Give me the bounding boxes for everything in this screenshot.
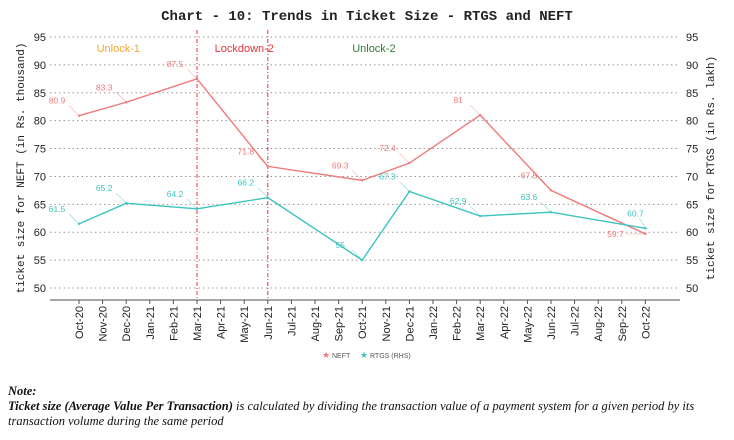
left-tick-label: 55 [34,255,46,267]
left-tick-label: 70 [34,171,46,183]
label-leader [639,218,646,229]
phase-annotation: Unlock-1 [97,43,140,55]
label-leader [399,152,410,164]
data-label: 87.5 [167,59,184,69]
label-leader [469,205,481,217]
legend-marker-icon: ★ [322,350,330,360]
x-tick-label: Dec-21 [404,306,416,341]
data-label: 55 [335,240,345,250]
left-axis-title: ticket size for NEFT (in Rs. thousand) [16,43,28,294]
x-tick-label: Mar-22 [475,306,487,341]
x-tick-label: Jul-22 [570,306,582,336]
note-text: is calculated by dividing the transactio… [8,399,695,428]
label-leader [540,201,552,213]
left-tick-label: 90 [34,60,46,72]
left-tick-label: 75 [34,144,46,156]
x-tick-label: Oct-22 [640,306,652,339]
right-tick-label: 95 [686,32,698,44]
label-leader [68,213,80,225]
data-label: 67.3 [379,172,396,182]
left-tick-label: 85 [34,88,46,100]
right-tick-label: 55 [686,255,698,267]
x-tick-label: Mar-21 [192,306,204,341]
right-tick-label: 85 [686,88,698,100]
legend-label: RTGS (RHS) [370,353,411,360]
chart-title: Chart - 10: Trends in Ticket Size - RTGS… [161,9,573,25]
label-leader [115,193,127,204]
legend-label: NEFT [332,353,351,360]
series-line-neft [78,78,646,235]
data-label: 60.7 [627,208,644,218]
label-leader [257,156,269,167]
ticket-size-chart: Chart - 10: Trends in Ticket Size - RTGS… [16,9,718,360]
x-tick-label: Aug-21 [310,306,322,341]
x-tick-label: May-21 [239,306,251,343]
note: Note: Ticket size (Average Value Per Tra… [8,384,732,429]
x-tick-label: Sep-22 [617,306,629,341]
right-tick-label: 50 [686,283,698,295]
phase-annotation: Lockdown-2 [215,43,274,55]
left-tick-label: 80 [34,116,46,128]
left-tick-label: 95 [34,32,46,44]
label-leader [186,198,198,210]
x-tick-label: Oct-20 [74,306,86,339]
label-leader [68,105,80,116]
series-line-rtgs [78,190,646,262]
label-leader [257,187,269,198]
data-label: 66.2 [238,178,255,188]
right-tick-label: 80 [686,116,698,128]
x-tick-label: Jun-22 [546,306,558,340]
x-tick-label: Dec-20 [121,306,133,341]
data-label: 71.8 [238,146,255,156]
data-label: 64.2 [167,189,184,199]
data-label: 81 [453,95,463,105]
data-label: 63.6 [521,192,538,202]
left-tick-label: 50 [34,283,46,295]
x-tick-label: Feb-22 [452,306,464,341]
label-leader [186,68,198,80]
label-leader [115,92,127,103]
data-label: 65.2 [96,183,113,193]
label-leader [469,104,481,116]
data-label: 67.5 [521,170,538,180]
data-label: 80.9 [49,96,66,106]
x-tick-label: May-22 [522,306,534,343]
x-tick-label: Oct-21 [357,306,369,339]
x-tick-label: Aug-22 [593,306,605,341]
x-tick-label: Nov-21 [381,306,393,341]
x-tick-label: Apr-21 [216,306,228,339]
data-label: 69.3 [332,160,349,170]
x-tick-label: Jul-21 [286,306,298,336]
left-tick-label: 60 [34,227,46,239]
note-bold-text: Ticket size (Average Value Per Transacti… [8,399,233,413]
data-label: 61.5 [49,204,66,214]
phase-annotation: Unlock-2 [352,43,395,55]
label-leader [351,249,363,261]
data-label: 83.3 [96,82,113,92]
data-label: 72.4 [379,143,396,153]
right-axis-title: ticket size for RTGS (in Rs. lakh) [706,56,718,280]
x-tick-label: Sep-21 [334,306,346,341]
data-label: 59.7 [607,229,624,239]
x-tick-label: Jun-21 [263,306,275,340]
x-tick-label: Jan-22 [428,306,440,340]
right-tick-label: 90 [686,60,698,72]
legend: ★ NEFT ★ RTGS (RHS) [322,350,411,360]
right-tick-label: 70 [686,171,698,183]
right-tick-label: 65 [686,199,698,211]
note-heading: Note: [8,384,37,398]
label-leader [351,170,363,181]
x-tick-label: Nov-20 [98,306,110,341]
left-tick-label: 65 [34,199,46,211]
label-leader [399,181,410,192]
legend-marker-icon: ★ [360,350,368,360]
right-tick-label: 75 [686,144,698,156]
x-tick-label: Feb-21 [168,306,180,341]
right-tick-label: 60 [686,227,698,239]
label-leader [540,180,552,191]
x-tick-label: Jan-21 [145,306,157,340]
x-tick-label: Apr-22 [499,306,511,339]
data-label: 62.9 [450,196,467,206]
